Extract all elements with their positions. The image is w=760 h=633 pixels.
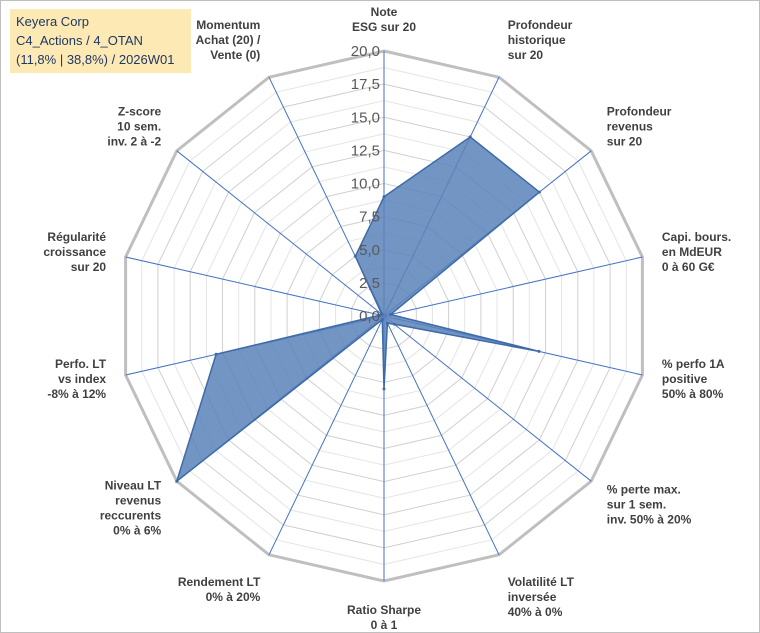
axis-label-line: -8% à 12% [47, 387, 106, 401]
axis-label-line: Achat (20) / [196, 33, 261, 47]
axis-label-line: en MdEUR [662, 245, 722, 259]
axis-label: Niveau LT revenus reccurents 0% à 6% [100, 479, 162, 538]
axis-label: Capi. bours. en MdEUR 0 à 60 G€ [662, 230, 731, 274]
axis-label: % perfo 1A positive 50% à 80% [662, 357, 725, 401]
axis-label-line: Perfo. LT [55, 357, 107, 371]
axis-label-line: Profondeur [607, 105, 672, 119]
axis-label: Régularité croissance sur 20 [43, 230, 106, 274]
axis-label-line: Capi. bours. [662, 230, 731, 244]
axis-label: Rendement LT 0% à 20% [178, 575, 261, 604]
axis-label-line: sur 1 sem. [607, 497, 666, 511]
company-name: Keyera Corp [16, 14, 89, 29]
axis-label-line: 50% à 80% [662, 387, 724, 401]
axis-label-line: inv. 2 à -2 [107, 135, 161, 149]
portfolio-path: C4_Actions / 4_OTAN [16, 33, 143, 48]
axis-label-line: sur 20 [71, 260, 107, 274]
tick-label: 10,0 [351, 176, 380, 193]
axis-spoke [383, 256, 643, 317]
axis-label-line: Régularité [47, 230, 106, 244]
data-point [382, 195, 386, 199]
tick-label: 12,5 [351, 142, 380, 159]
axis-spoke [268, 315, 385, 556]
axis-label-line: Profondeur [508, 18, 573, 32]
data-point [214, 352, 218, 356]
tick-label: 17,5 [351, 76, 380, 93]
axis-label-line: reccurents [100, 509, 162, 523]
data-point [385, 321, 389, 325]
axis-label-line: positive [662, 372, 708, 386]
axis-spoke [176, 150, 385, 317]
axis-label-line: Vente (0) [210, 48, 260, 62]
axis-label-line: 40% à 0% [508, 605, 563, 619]
data-point [380, 318, 384, 322]
axis-label: Perfo. LT vs index -8% à 12% [47, 357, 106, 401]
tick-label: 7,5 [359, 209, 380, 226]
axis-label: Profondeur revenus sur 20 [607, 105, 672, 149]
axis-label-line: inv. 50% à 20% [607, 512, 692, 526]
axis-label-line: ESG sur 20 [352, 20, 416, 34]
tick-label: 5,0 [359, 242, 380, 259]
axis-label-line: sur 20 [508, 48, 544, 62]
data-point [175, 479, 179, 483]
axis-label-line: revenus [607, 120, 653, 134]
axis-spoke [383, 315, 500, 556]
axis-label-line: revenus [115, 494, 161, 508]
data-point [389, 313, 392, 316]
axis-label: Volatilité LT inversée 40% à 0% [508, 575, 575, 619]
axis-label-line: Volatilité LT [508, 575, 575, 589]
axis-label-line: Niveau LT [105, 479, 162, 493]
axis-label-line: Rendement LT [178, 575, 261, 589]
axis-label-line: Ratio Sharpe [347, 603, 421, 617]
axis-label: Z-score 10 sem. inv. 2 à -2 [107, 105, 161, 149]
axis-spoke [125, 256, 385, 317]
data-point [537, 190, 541, 194]
axis-label-line: 0 à 1 [371, 618, 398, 632]
axis-label-line: croissance [43, 245, 106, 259]
axis-label: Momentum Achat (20) / Vente (0) [196, 18, 261, 62]
axis-label-line: 10 sem. [117, 120, 161, 134]
axis-label-line: Momentum [196, 18, 260, 32]
axis-label-line: inversée [508, 590, 557, 604]
axis-label-line: % perte max. [607, 482, 681, 496]
axis-label-line: sur 20 [607, 135, 643, 149]
data-point [468, 135, 472, 139]
tick-label: 15,0 [351, 109, 380, 126]
data-point [537, 349, 541, 353]
axis-label-line: Z-score [118, 105, 162, 119]
axis-label-line: % perfo 1A [662, 357, 725, 371]
data-point [380, 312, 384, 316]
data-point [353, 254, 357, 258]
axis-label-line: historique [508, 33, 566, 47]
data-point [392, 322, 396, 326]
axis-label-line: vs index [58, 372, 106, 386]
axis-label-line: 0 à 60 G€ [662, 260, 715, 274]
axis-label: Profondeur historique sur 20 [508, 18, 573, 62]
axis-label-line: 0% à 20% [206, 590, 261, 604]
tick-label: 2,5 [359, 275, 380, 292]
axis-label-line: Note [371, 5, 398, 19]
tick-label: 20,0 [351, 43, 380, 60]
axis-label: Note ESG sur 20 [352, 5, 416, 34]
header-box: Keyera Corp C4_Actions / 4_OTAN (11,8% |… [10, 9, 191, 73]
axis-label: Ratio Sharpe 0 à 1 [347, 603, 421, 632]
score-summary: (11,8% | 38,8%) / 2026W01 [16, 52, 175, 67]
axis-label: % perte max. sur 1 sem. inv. 50% à 20% [607, 482, 692, 526]
axis-spoke [383, 315, 592, 482]
data-point [382, 387, 386, 391]
tick-label: 0,0 [359, 308, 380, 325]
axis-label-line: 0% à 6% [113, 524, 161, 538]
